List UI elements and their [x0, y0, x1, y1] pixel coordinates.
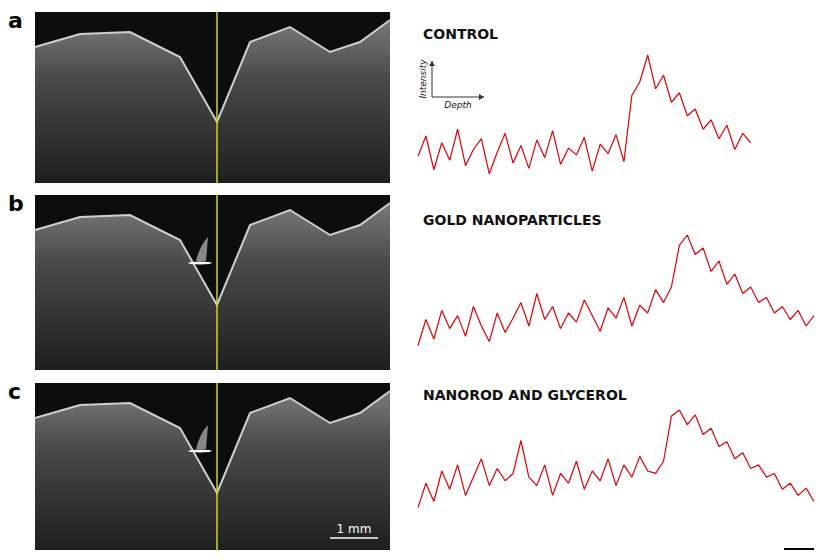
svg-text:Intensity: Intensity	[418, 59, 428, 99]
svg-text:CONTROL: CONTROL	[423, 26, 498, 42]
svg-text:NANOROD AND GLYCEROL: NANOROD AND GLYCEROL	[423, 387, 627, 403]
svg-text:GOLD NANOPARTICLES: GOLD NANOPARTICLES	[423, 212, 602, 228]
svg-text:a: a	[8, 8, 23, 33]
svg-text:b: b	[8, 191, 24, 216]
svg-text:c: c	[8, 379, 21, 404]
svg-text:Depth: Depth	[444, 100, 472, 110]
svg-text:1 mm: 1 mm	[337, 522, 372, 536]
